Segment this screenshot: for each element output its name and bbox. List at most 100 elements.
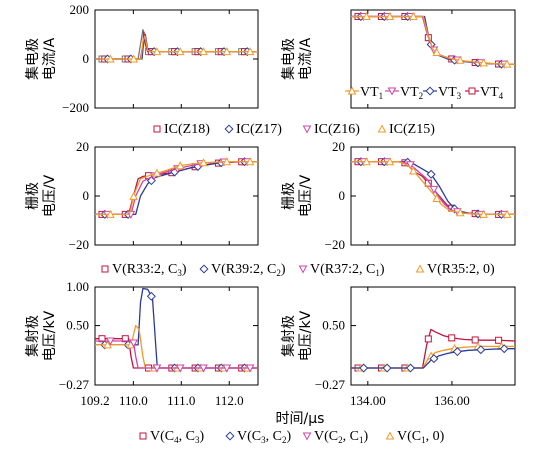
data-point (408, 166, 418, 175)
y-tick-label: −20 (69, 237, 89, 252)
legend-marker (139, 432, 147, 440)
data-point (359, 363, 369, 373)
plot-frame (350, 286, 516, 386)
legend-row1: IC(Z18) IC(Z17) IC(Z16) IC(Z15) (153, 122, 435, 137)
legend-marker (101, 265, 109, 273)
data-point (471, 336, 479, 344)
y-axis-label: 集电极 (280, 38, 297, 80)
legend-marker (298, 265, 308, 274)
y-tick-label: 0 (339, 188, 346, 203)
data-point (476, 345, 486, 355)
x-tick-label: 110.0 (119, 393, 148, 408)
y-tick-label: 0 (83, 188, 90, 203)
panel-3: 20 0 −20 栅极 电压/V (25, 139, 259, 252)
legend-marker (385, 431, 395, 440)
data-point (146, 291, 156, 301)
data-point (222, 364, 232, 373)
data-point (429, 185, 439, 194)
data-point (175, 47, 185, 56)
y-axis-label: 集射极 (280, 315, 297, 357)
data-point (362, 11, 371, 21)
data-point (426, 169, 436, 179)
data-point (432, 193, 442, 202)
data-point (199, 158, 208, 167)
legend-row3: V(C4, C3) V(C3, C2) V(C2, C1) V(C1, 0) (139, 429, 445, 445)
y-axis-label: 电压/V (298, 174, 314, 217)
data-point (406, 363, 416, 373)
legend-label: IC(Z15) (389, 122, 435, 137)
data-point (98, 335, 106, 343)
y-axis-label: 电流/A (298, 37, 314, 80)
data-point (499, 344, 509, 354)
legend-marker (377, 124, 387, 133)
data-point (455, 55, 465, 64)
series-line-3 (95, 324, 258, 369)
series-line-4 (351, 161, 515, 216)
legend-row2: V(R33:2, C3) V(R39:2, C2) V(R37:2, C1) V(R3… (101, 262, 495, 278)
series-line-3 (351, 15, 515, 66)
data-point (245, 364, 255, 373)
legend-label: V(R33:2, C3) (112, 262, 187, 278)
data-point (152, 168, 162, 177)
legend-marker (199, 264, 209, 274)
legend-label: V(C1, 0) (397, 429, 445, 445)
legend-marker (224, 124, 234, 134)
legend-marker (225, 431, 235, 441)
data-point (479, 58, 488, 67)
x-tick-label: 111.0 (167, 393, 195, 408)
data-point (455, 208, 465, 217)
data-point (152, 47, 162, 56)
series-line-4 (95, 340, 258, 369)
legend-label: VT3 (438, 85, 462, 101)
data-point (406, 161, 415, 170)
series-line-1 (351, 328, 515, 369)
data-point (152, 364, 162, 373)
plot-frame (94, 286, 259, 386)
panel-5: 1.00 0.50 −0.27 集射极 电压/kV 109.2 110.0 111.0 112.… (24, 279, 259, 408)
data-point (129, 191, 138, 200)
data-point (385, 157, 395, 166)
data-point (502, 59, 512, 68)
data-point (452, 347, 462, 357)
data-point (199, 364, 208, 373)
data-point (175, 161, 185, 170)
x-tick-label: 112.0 (215, 393, 244, 408)
data-point (222, 47, 232, 56)
y-tick-label: 20 (76, 139, 89, 154)
legend-marker (468, 87, 476, 95)
data-point (121, 335, 129, 343)
panel-4: 20 0 −20 栅极 电压/V (281, 139, 516, 252)
data-point (408, 11, 418, 21)
y-axis-label: 电压/kV (298, 310, 314, 361)
series-line-4 (351, 15, 515, 66)
legend-label: V(C2, C1) (314, 429, 368, 445)
y-tick-label: −0.27 (59, 377, 90, 392)
data-point (448, 334, 456, 342)
y-tick-label: 20 (332, 139, 345, 154)
y-tick-label: 0 (83, 51, 90, 66)
data-point (479, 209, 488, 218)
x-tick-label: 134.00 (350, 393, 386, 408)
y-axis-label: 电流/A (42, 37, 58, 80)
legend-marker (347, 86, 357, 95)
series-line-2 (351, 15, 515, 66)
data-point (362, 157, 371, 166)
series-line-3 (351, 348, 515, 369)
y-axis-label: 栅极 (281, 182, 297, 210)
legend-marker (302, 125, 312, 134)
legend-label: VT4 (480, 85, 504, 101)
panel-1: 200 0 −200 集电极 电流/A (24, 2, 259, 115)
data-point (245, 157, 255, 166)
legend-label: IC(Z16) (314, 122, 360, 137)
legend-marker (425, 86, 435, 96)
legend-vt: VT1 VT2 VT3 VT4 (345, 85, 504, 101)
data-point (199, 47, 208, 56)
x-tick-label: 109.2 (80, 393, 109, 408)
data-point (502, 209, 512, 218)
data-point (429, 354, 439, 364)
legend-label: IC(Z17) (236, 122, 282, 137)
legend-label: V(R35:2, 0) (427, 262, 495, 277)
series-line-1 (95, 338, 258, 369)
legend-label: IC(Z18) (164, 122, 210, 137)
